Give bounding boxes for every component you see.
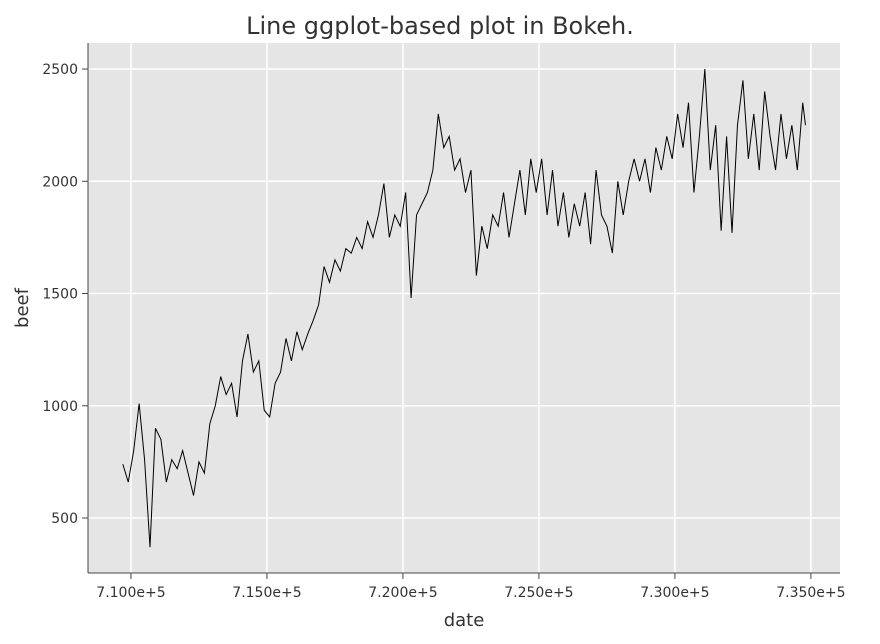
y-axis-label: beef <box>12 287 33 328</box>
x-tick-label: 7.300e+5 <box>640 585 709 601</box>
x-tick-label: 7.250e+5 <box>504 585 573 601</box>
x-tick-label: 7.100e+5 <box>96 585 165 601</box>
y-tick-label: 2000 <box>42 174 78 190</box>
y-tick-label: 1000 <box>42 399 78 415</box>
data-line <box>122 68 806 548</box>
y-tick-label: 1500 <box>42 287 78 303</box>
x-tick-label: 7.150e+5 <box>232 585 301 601</box>
y-tick-label: 500 <box>51 511 78 527</box>
x-tick-label: 7.200e+5 <box>368 585 437 601</box>
x-tick-label: 7.350e+5 <box>776 585 845 601</box>
chart-title: Line ggplot-based plot in Bokeh. <box>246 12 634 40</box>
plot-area <box>88 43 840 573</box>
y-tick-label: 2500 <box>42 62 78 78</box>
x-axis-label: date <box>444 610 485 631</box>
